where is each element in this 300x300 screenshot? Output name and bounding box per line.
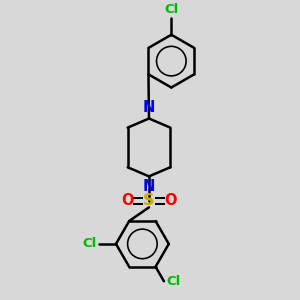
Text: N: N <box>143 100 155 116</box>
Text: N: N <box>143 179 155 194</box>
Text: Cl: Cl <box>164 3 178 16</box>
Text: S: S <box>143 193 155 208</box>
Text: O: O <box>122 193 134 208</box>
Text: Cl: Cl <box>167 275 181 288</box>
Text: Cl: Cl <box>82 237 97 250</box>
Text: O: O <box>164 193 177 208</box>
